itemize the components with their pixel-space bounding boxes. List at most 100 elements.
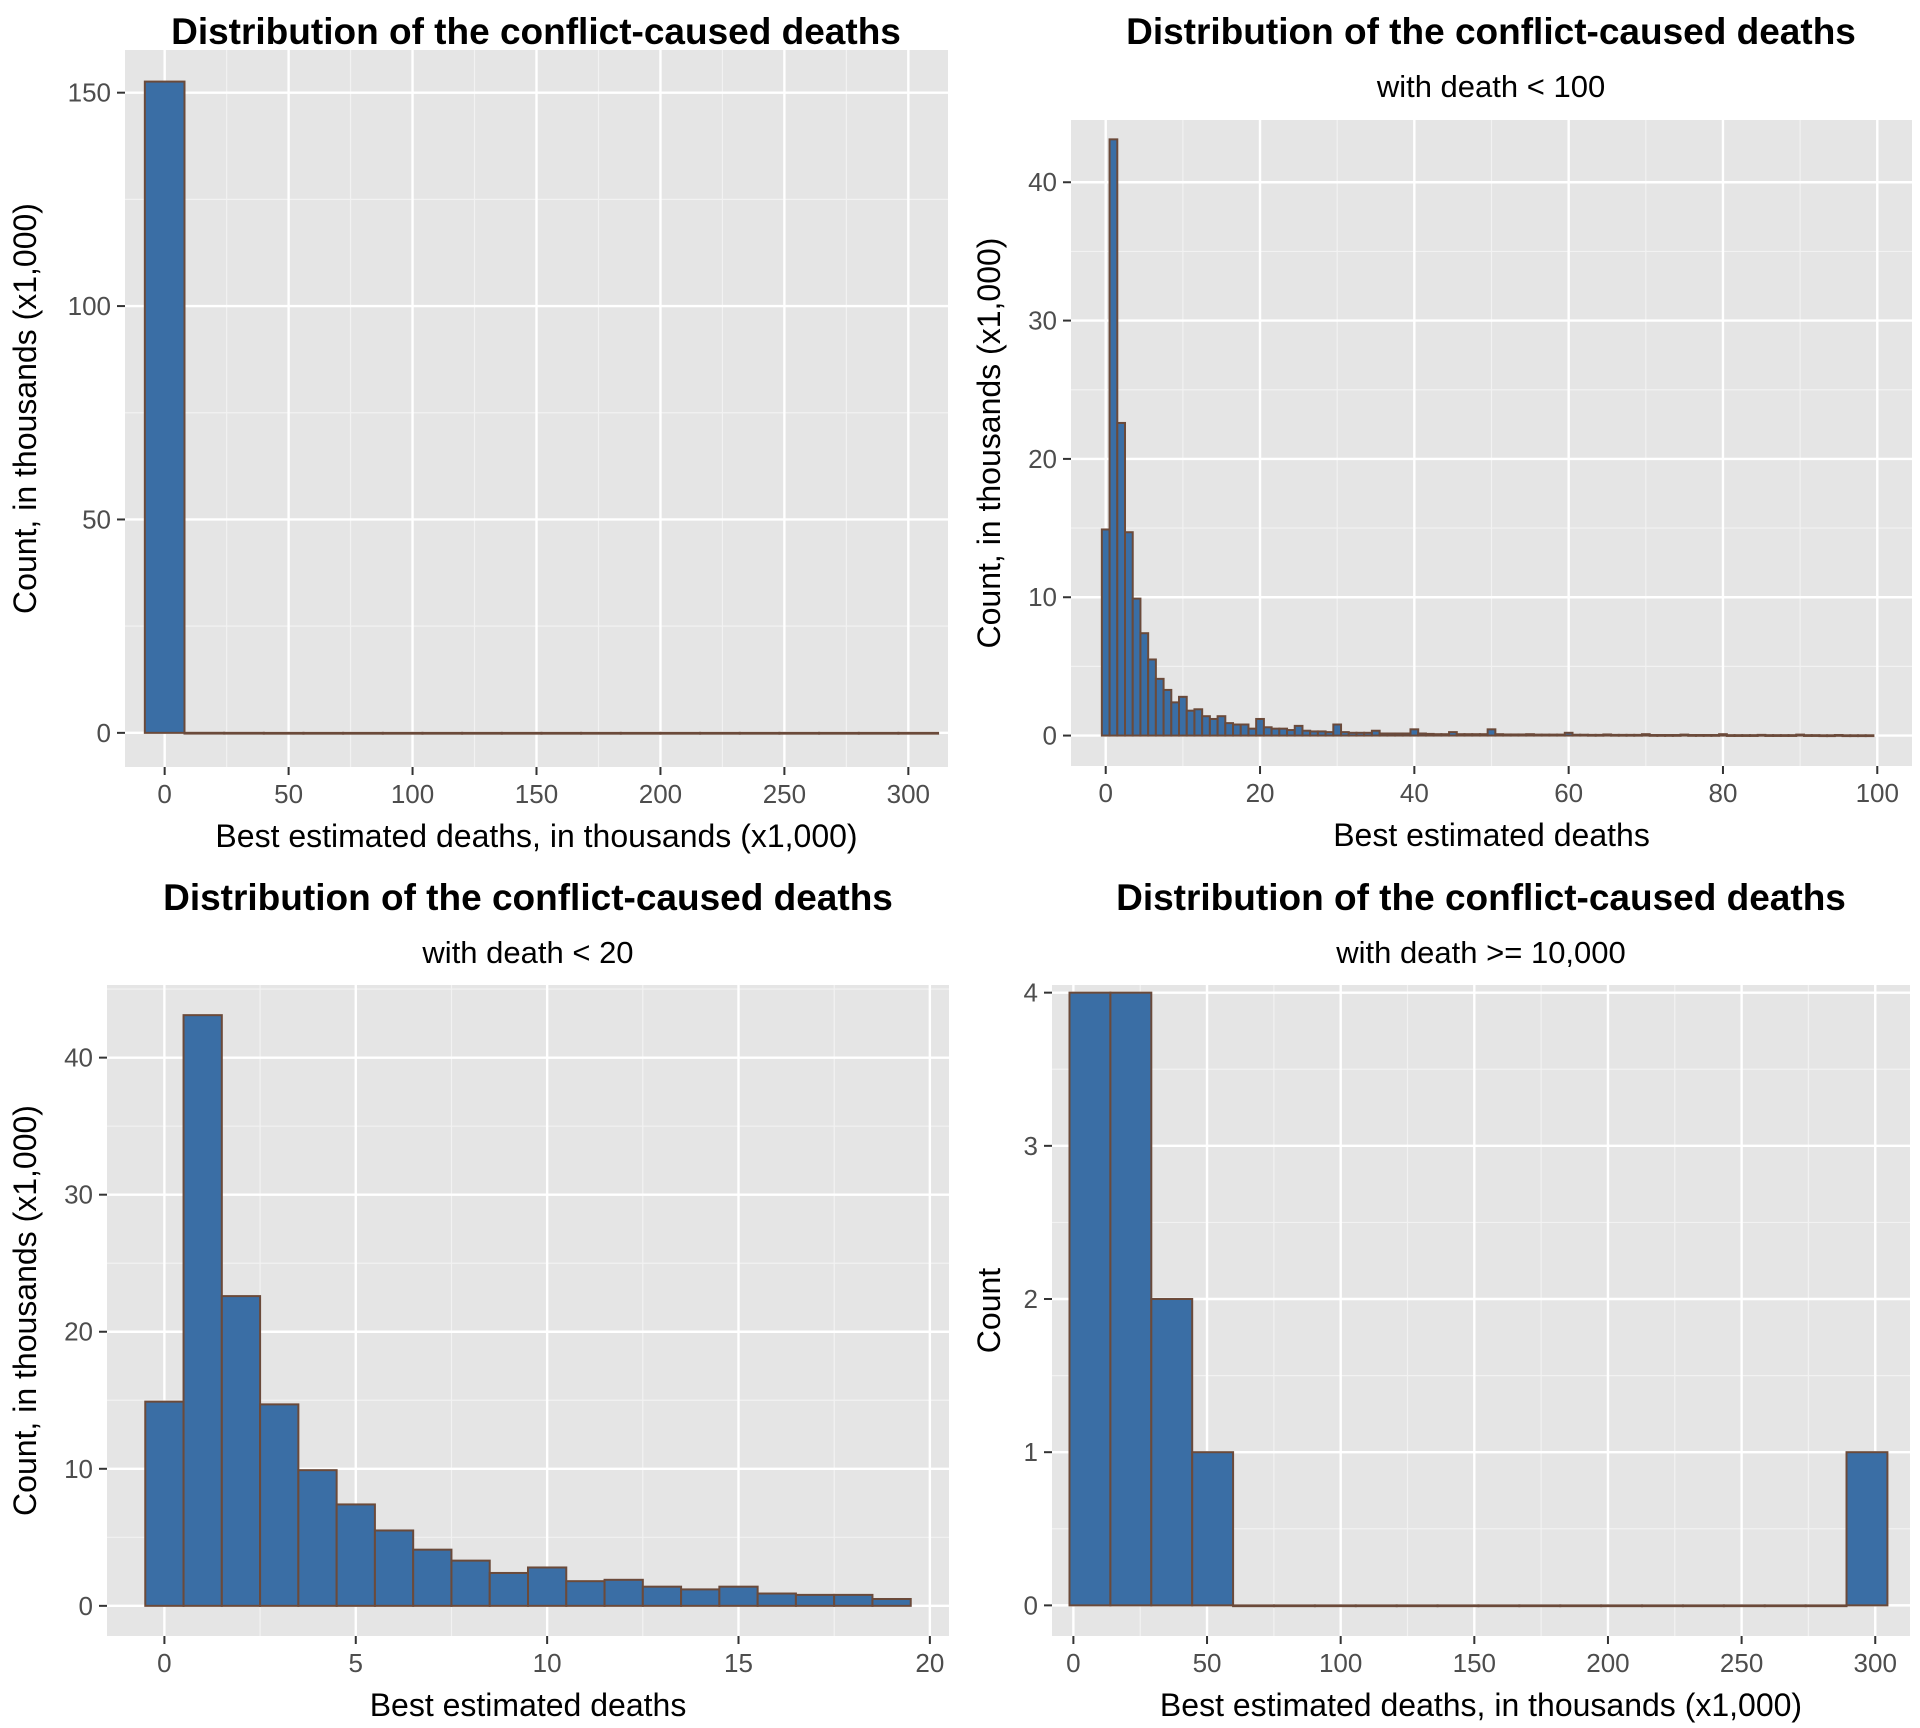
y-tick-label: 4 <box>1024 978 1038 1008</box>
x-tick-label: 250 <box>1720 1648 1763 1678</box>
histogram-bar <box>1463 733 1474 737</box>
histogram-bar <box>1301 729 1312 737</box>
histogram-bar <box>1131 597 1142 737</box>
x-tick-label: 60 <box>1554 778 1583 808</box>
histogram-bar <box>1424 732 1435 737</box>
histogram-bar <box>1313 1604 1357 1608</box>
histogram-bar <box>1525 733 1535 737</box>
histogram-bar <box>1594 733 1605 737</box>
histogram-bar <box>897 731 940 735</box>
histogram-bar <box>1787 734 1798 737</box>
histogram-bar <box>857 731 900 735</box>
chart-title: Distribution of the conflict-caused deat… <box>171 11 901 52</box>
x-axis-label: Best estimated deaths, in thousands (x1,… <box>215 818 857 854</box>
y-tick-label: 10 <box>64 1454 93 1484</box>
panel-bottom-left: 0 5 10 15 20 0 10 20 30 40 Distribution of the con… <box>7 877 949 1723</box>
x-axis-label: Best estimated deaths <box>1333 817 1650 853</box>
y-tick-label: 40 <box>1028 167 1057 197</box>
x-tick-label: 0 <box>157 779 171 809</box>
histogram-bar <box>1278 727 1289 737</box>
x-tick-label: 80 <box>1709 778 1738 808</box>
x-tick-label: 200 <box>639 779 682 809</box>
histogram-bar <box>1641 1604 1684 1608</box>
y-tick-label: 3 <box>1024 1131 1038 1161</box>
y-tick-label: 20 <box>1028 444 1057 474</box>
histogram-bar <box>1309 730 1319 737</box>
x-tick-label: 300 <box>887 779 930 809</box>
histogram-bar <box>143 80 186 734</box>
x-axis-label: Best estimated deaths, in thousands (x1,… <box>1160 1687 1802 1723</box>
histogram-bar <box>680 1588 721 1607</box>
histogram-bar <box>1432 733 1443 737</box>
histogram-bar <box>1477 1604 1521 1608</box>
histogram-bar <box>1347 731 1358 737</box>
y-tick-label: 30 <box>64 1180 93 1210</box>
histogram-bar <box>1316 730 1327 737</box>
histogram-bar <box>1795 733 1805 737</box>
histogram-bar <box>1702 734 1713 737</box>
histogram-bar <box>381 731 424 735</box>
histogram-bar <box>1556 733 1566 737</box>
histogram-bar <box>1502 733 1512 737</box>
histogram-bar <box>1401 732 1412 737</box>
histogram-bar <box>1224 722 1235 737</box>
histogram-bar <box>1109 991 1153 1607</box>
x-tick-label: 100 <box>391 779 434 809</box>
histogram-bar <box>603 1578 644 1607</box>
histogram-bar <box>778 731 821 735</box>
histogram-bar <box>1147 658 1157 737</box>
histogram-bar <box>1216 715 1227 737</box>
histogram-bar <box>565 1580 606 1607</box>
histogram-bar <box>1436 1604 1480 1608</box>
x-tick-label: 20 <box>915 1648 944 1678</box>
histogram-bar <box>373 1529 415 1607</box>
histogram-bar <box>1440 733 1451 737</box>
x-tick-label: 200 <box>1586 1648 1629 1678</box>
histogram-bar <box>1722 1604 1766 1608</box>
histogram-bar <box>1540 733 1551 737</box>
x-tick-label: 0 <box>1066 1648 1080 1678</box>
histogram-bar <box>1486 728 1497 737</box>
histogram-bar <box>1625 733 1636 737</box>
histogram-bar <box>1671 734 1682 737</box>
histogram-bar <box>1494 733 1505 737</box>
histogram-bar <box>1849 734 1859 738</box>
y-axis-label: Count <box>971 1268 1007 1354</box>
x-tick-label: 100 <box>1856 778 1899 808</box>
chart-subtitle: with death < 100 <box>1376 69 1605 104</box>
histogram-bar <box>412 1548 453 1607</box>
histogram-bar <box>1068 991 1112 1607</box>
panel-top-left: 0 50 100 150 200 250 300 0 50 100 150 Distribution … <box>7 11 948 854</box>
histogram-bar <box>1779 734 1790 737</box>
histogram-bar <box>1191 1451 1235 1607</box>
histogram-bar <box>1687 734 1697 737</box>
panel-bottom-right: 0 50 100 150 200 250 300 0 1 2 3 4 Distribution of t… <box>971 877 1910 1723</box>
histogram-bar <box>1150 1298 1194 1607</box>
histogram-bar <box>659 731 702 735</box>
histogram-bar <box>1378 732 1389 737</box>
y-tick-label: 40 <box>64 1043 93 1073</box>
histogram-bar <box>1681 1604 1725 1608</box>
histogram-bar <box>182 1014 223 1607</box>
histogram-bar <box>1116 421 1127 737</box>
histogram-bar <box>1518 1604 1562 1608</box>
x-tick-label: 15 <box>724 1648 753 1678</box>
histogram-bar <box>1170 701 1181 737</box>
histogram-bar <box>818 731 860 735</box>
histogram-bar <box>1324 731 1335 737</box>
histogram-bar <box>1772 734 1782 737</box>
histogram-bar <box>738 731 781 735</box>
y-tick-label: 50 <box>82 504 111 534</box>
histogram-bar <box>1756 733 1767 737</box>
y-tick-label: 30 <box>1028 306 1057 336</box>
x-tick-label: 40 <box>1400 778 1429 808</box>
x-tick-label: 20 <box>1246 778 1275 808</box>
histogram-bar <box>461 731 503 735</box>
y-tick-label: 0 <box>1024 1590 1038 1620</box>
histogram-bar <box>540 731 583 735</box>
histogram-bar <box>1741 734 1751 737</box>
histogram-bar <box>1394 732 1404 737</box>
chart-title: Distribution of the conflict-caused deat… <box>163 877 893 918</box>
